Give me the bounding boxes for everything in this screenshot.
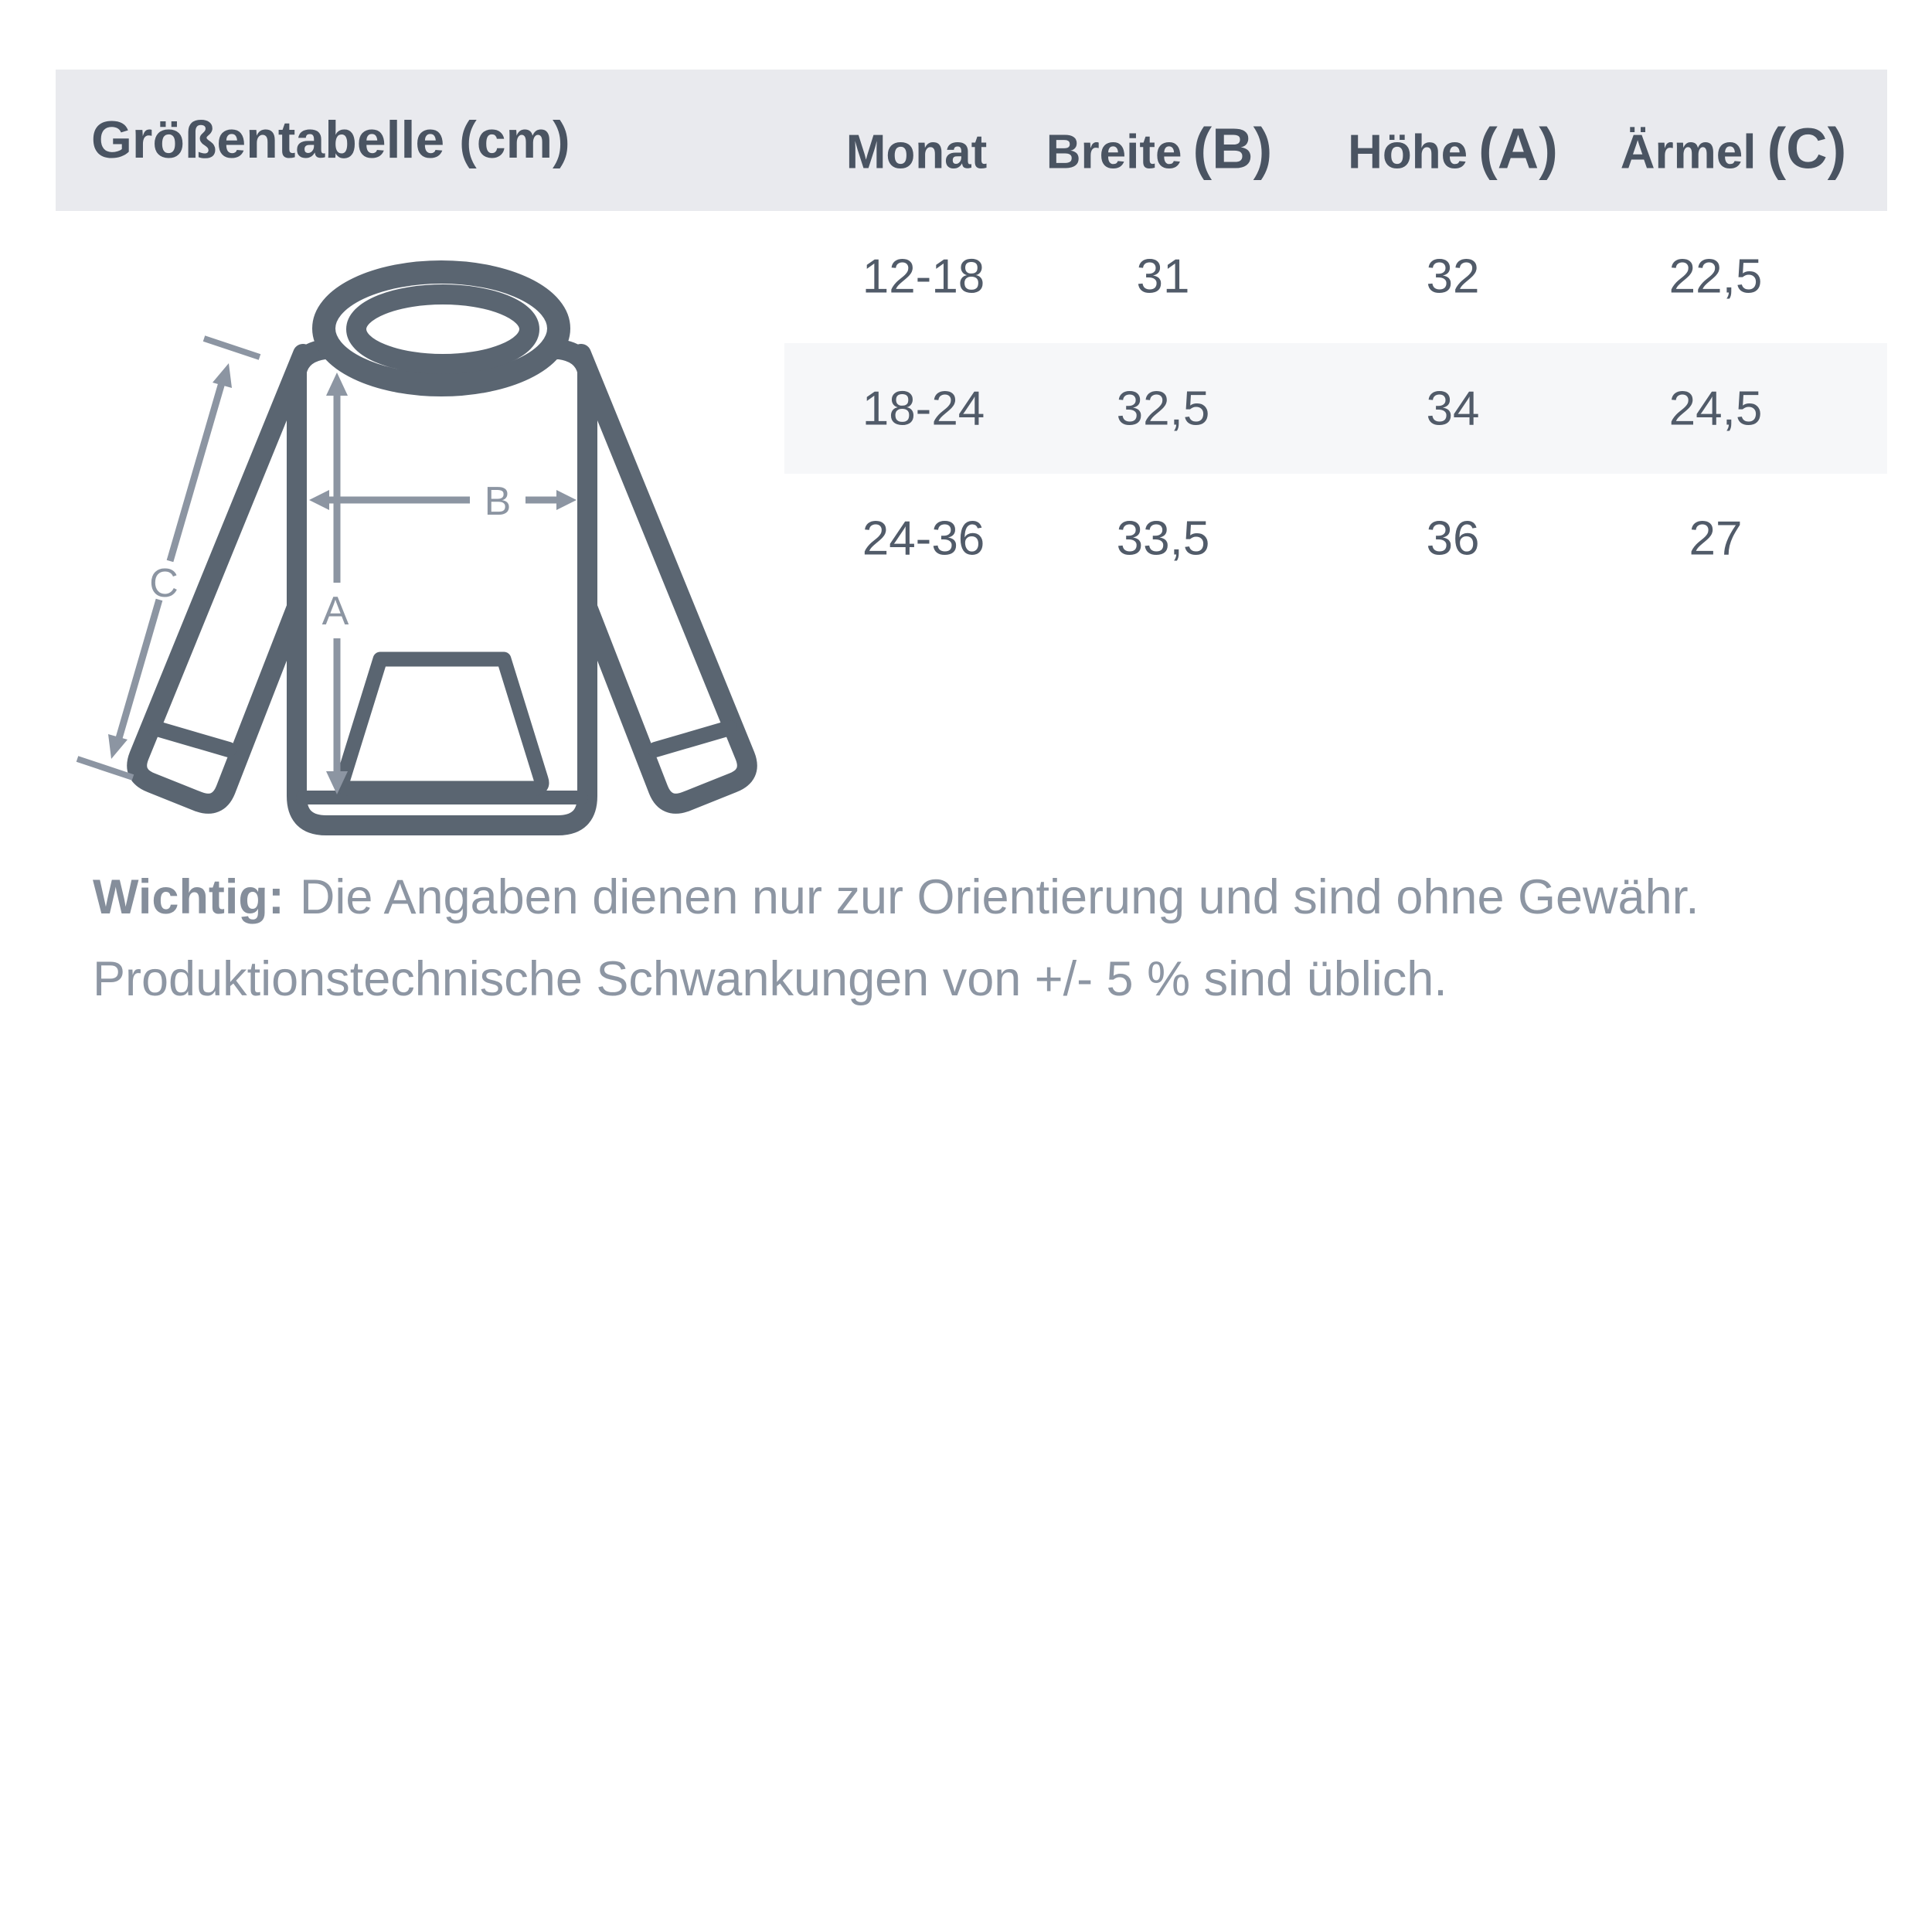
cell-aermel: 22,5 xyxy=(1668,250,1763,304)
cell-hoehe: 32 xyxy=(1426,250,1480,304)
dimension-arrow-c xyxy=(76,335,261,781)
label-sleeve-c: C xyxy=(149,561,179,606)
pocket-outline xyxy=(335,651,549,796)
dimension-arrow-a xyxy=(326,372,348,794)
cell-breite: 31 xyxy=(1136,250,1190,304)
column-header-breite: Breite (B) xyxy=(1046,116,1273,181)
label-width-b: B xyxy=(485,479,512,524)
cell-monat: 12-18 xyxy=(862,250,985,304)
column-header-aermel: Ärmel (C) xyxy=(1620,116,1847,181)
note-lead: Wichtig: xyxy=(93,870,284,924)
cell-aermel: 24,5 xyxy=(1668,382,1763,436)
note-line2: Produktionstechnische Schwankungen von +… xyxy=(93,952,1447,1006)
row-highlight-band xyxy=(784,343,1887,474)
cell-breite: 33,5 xyxy=(1116,512,1210,566)
page-title: Größentabelle (cm) xyxy=(91,111,570,169)
column-header-monat: Monat xyxy=(845,125,988,179)
table-header-band: Größentabelle (cm) Monat Breite (B) Höhe(… xyxy=(56,70,1887,211)
cell-aermel: 27 xyxy=(1689,512,1743,566)
cell-breite: 32,5 xyxy=(1116,382,1210,436)
label-height-a: A xyxy=(322,589,349,634)
cell-hoehe: 36 xyxy=(1426,512,1480,566)
cell-monat: 18-24 xyxy=(862,382,985,436)
hoodie-size-diagram: A B C xyxy=(76,260,757,835)
cell-hoehe: 34 xyxy=(1426,382,1480,436)
cell-monat: 24-36 xyxy=(862,512,985,566)
hood-inner xyxy=(346,284,539,374)
column-header-hoehe: Höhe (A) xyxy=(1348,116,1558,181)
note-line1: Die Angaben dienen nur zur Orientierung … xyxy=(299,870,1699,924)
dimension-arrow-b xyxy=(309,490,577,510)
disclaimer-note: Wichtig: Die Angaben dienen nur zur Orien… xyxy=(93,856,1839,1020)
